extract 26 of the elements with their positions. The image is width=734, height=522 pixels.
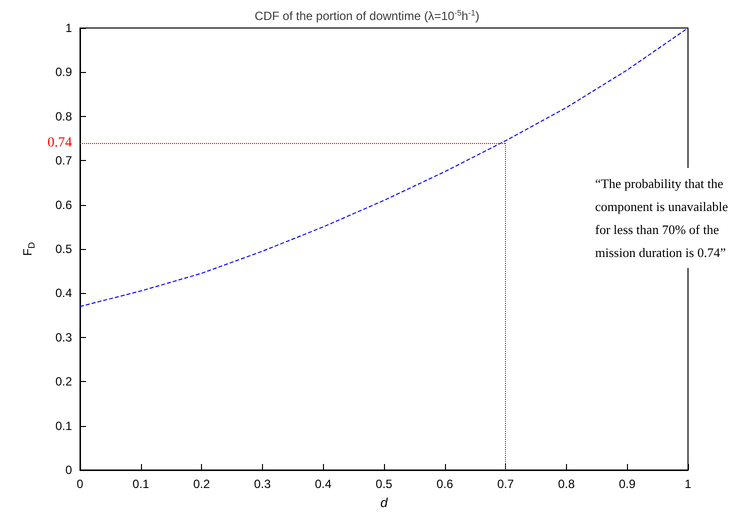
y-tick-label: 0.4 <box>55 286 72 300</box>
x-tick-label: 0.4 <box>314 477 332 491</box>
x-tick-label: 0.9 <box>618 477 636 491</box>
y-tick-label: 0.7 <box>55 154 72 168</box>
x-tick-label: 0 <box>76 477 84 491</box>
y-tick-label: 1 <box>65 21 72 35</box>
annotation: “The probability that the component is unavailable for less than 70% of the mission duration is 0.74” <box>595 176 728 260</box>
x-tick-label: 0.1 <box>132 477 150 491</box>
x-axis-title: d <box>380 495 388 510</box>
x-tick-label: 0.3 <box>254 477 272 491</box>
y-axis-title: FD <box>20 242 36 256</box>
x-tick-label: 0.5 <box>376 477 393 491</box>
y-tick-label: 0.6 <box>55 198 72 212</box>
y-tick-label: 0.5 <box>55 242 72 256</box>
x-tick-label: 0.6 <box>436 477 454 491</box>
y-tick-label: 0.8 <box>55 109 72 124</box>
x-tick-label: 0.2 <box>193 477 210 491</box>
y-tick-label: 0.9 <box>55 65 72 80</box>
y-tick-label: 0 <box>65 463 72 477</box>
x-tick-label: 1 <box>684 477 692 491</box>
x-tick-label: 0.7 <box>497 477 514 491</box>
y-tick-label: 0.1 <box>55 418 72 433</box>
y-tick-label: 0.3 <box>55 330 72 344</box>
x-tick-label: 0.8 <box>558 477 576 491</box>
ref-line-label: 0.74 <box>48 135 72 150</box>
y-tick-label: 0.2 <box>55 374 72 389</box>
